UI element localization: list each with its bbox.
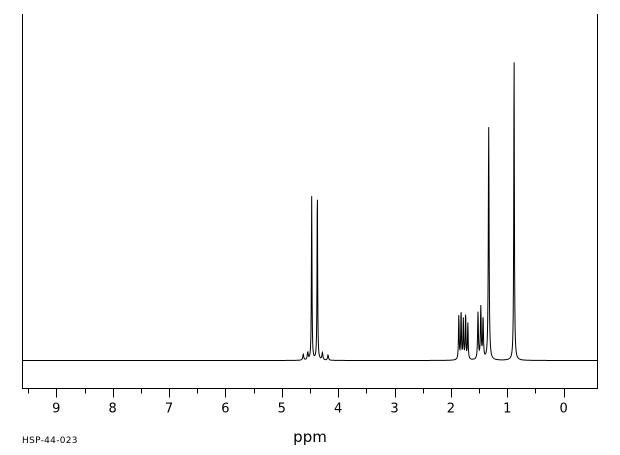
x-tick-label: 3 [390, 402, 398, 417]
x-tick-label: 6 [221, 402, 229, 417]
x-tick-label: 9 [52, 402, 60, 417]
x-tick-label: 7 [165, 402, 173, 417]
x-axis-title: ppm [293, 428, 327, 446]
x-axis-tick-labels: 9 8 7 6 5 4 3 2 1 0 [52, 402, 568, 417]
x-axis-ticks [28, 388, 565, 398]
x-tick-label: 8 [109, 402, 117, 417]
sample-id-label: HSP-44-023 [22, 436, 78, 446]
x-tick-label: 0 [560, 402, 568, 417]
x-tick-label: 2 [447, 402, 455, 417]
x-tick-label: 5 [278, 402, 286, 417]
spectrum-trace [22, 62, 598, 361]
x-tick-label: 4 [334, 402, 342, 417]
x-tick-label: 1 [503, 402, 511, 417]
